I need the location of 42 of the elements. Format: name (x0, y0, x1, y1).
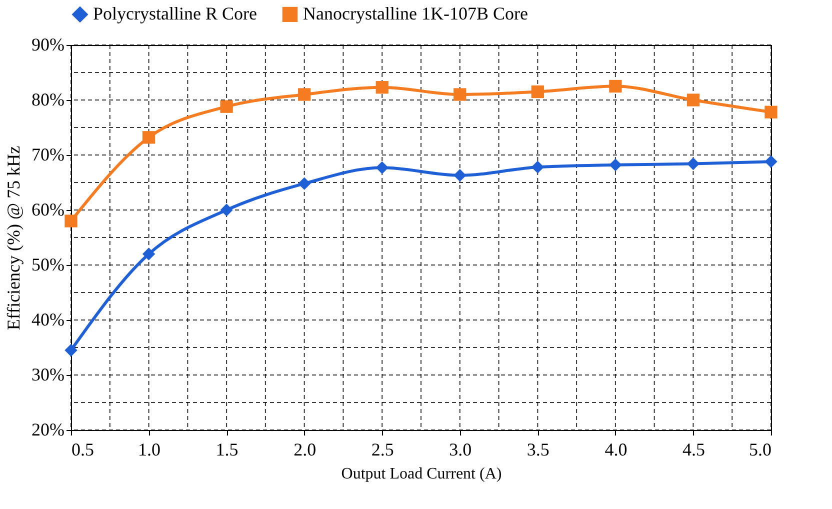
point (531, 160, 544, 174)
point (298, 177, 311, 190)
point (376, 81, 388, 94)
y-tick-label: 90% (32, 34, 64, 54)
point (609, 158, 622, 172)
point (64, 344, 78, 357)
point (454, 169, 466, 182)
legend-label: Nanocrystalline 1K-107B Core (303, 3, 528, 24)
point (64, 214, 78, 228)
legend-label: Polycrystalline R Core (93, 3, 257, 24)
x-tick-label: 1.0 (138, 440, 161, 460)
point (531, 85, 544, 98)
x-tick-label: 4.0 (604, 440, 628, 460)
point (764, 106, 778, 118)
y-tick-label: 20% (32, 420, 64, 440)
point (298, 88, 311, 101)
x-tick-label: 5.0 (749, 440, 772, 460)
x-tick-label: 0.5 (72, 440, 94, 460)
x-tick-label: 4.5 (682, 440, 705, 460)
y-tick-label: 60% (32, 200, 64, 220)
y-tick-label: 70% (32, 144, 64, 164)
x-tick-label: 3.5 (526, 440, 550, 460)
x-tick-label: 2.5 (371, 440, 394, 460)
y-tick-label: 40% (32, 310, 64, 330)
point (142, 248, 156, 260)
y-axis-title: Efficiency (%) @ 75 kHz (4, 146, 24, 330)
point (220, 204, 233, 216)
point (220, 100, 233, 113)
point (454, 88, 466, 101)
x-tick-label: 1.5 (216, 440, 238, 460)
point (686, 157, 700, 170)
x-axis-title: Output Load Current (A) (341, 466, 502, 482)
point (609, 80, 622, 93)
x-tick-label: 3.0 (449, 440, 472, 460)
point (686, 94, 700, 106)
y-tick-label: 50% (32, 254, 64, 274)
y-tick-label: 30% (32, 364, 64, 384)
x-tick-label: 2.0 (294, 440, 316, 460)
point (764, 155, 778, 168)
point (142, 131, 156, 144)
y-tick-label: 80% (32, 90, 64, 110)
point (376, 161, 388, 174)
